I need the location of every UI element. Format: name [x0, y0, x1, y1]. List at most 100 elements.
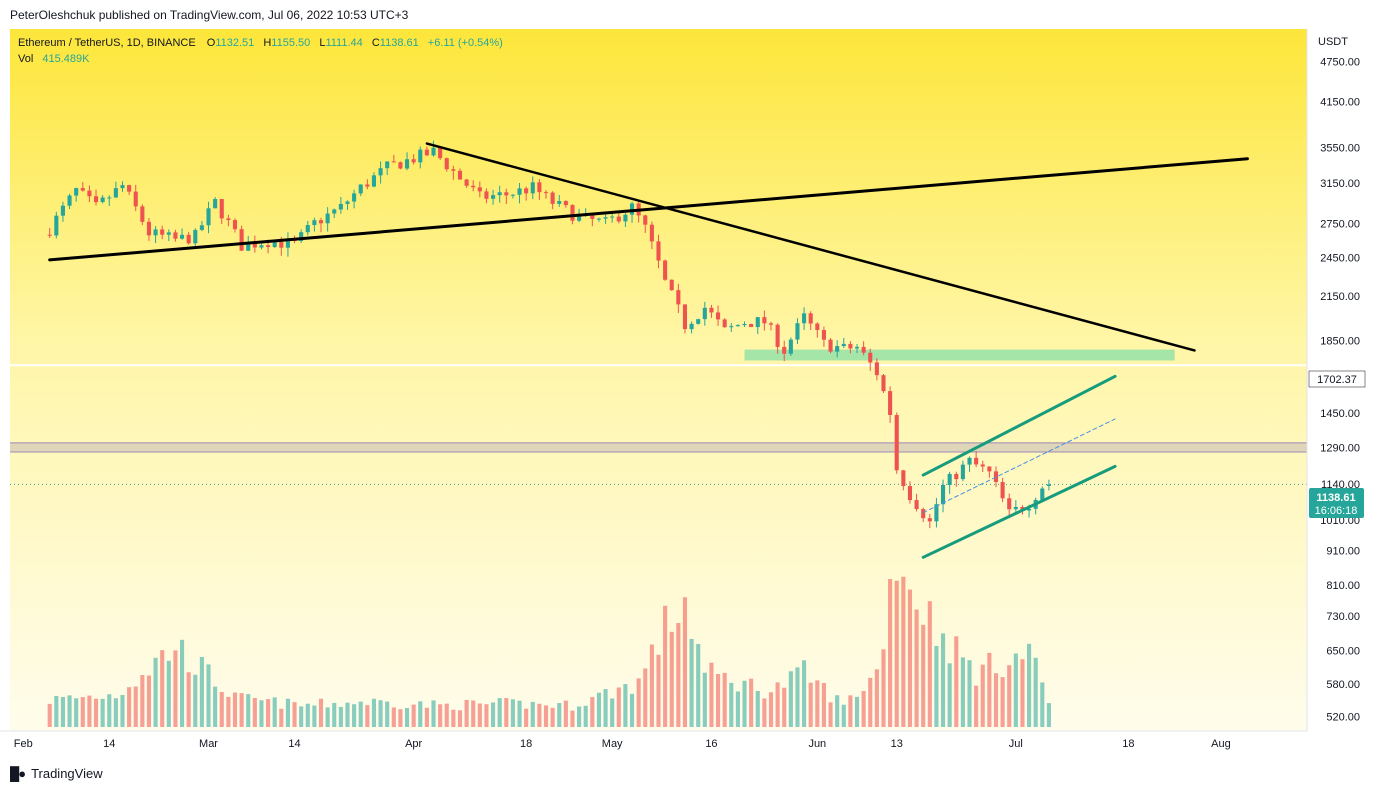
candle-body — [577, 215, 582, 221]
candle-body — [881, 375, 886, 392]
volume-bar — [682, 597, 688, 727]
candle-body — [358, 184, 363, 194]
candle-body — [457, 170, 463, 180]
price-tick: 2450.00 — [1320, 252, 1360, 264]
candle-body — [352, 193, 357, 202]
volume-bar — [835, 695, 840, 727]
candle-body — [332, 209, 337, 214]
volume-bar — [365, 705, 370, 727]
volume-bar — [947, 663, 952, 727]
candle-body — [729, 326, 734, 328]
tradingview-brand[interactable]: █● TradingView — [10, 766, 103, 781]
volume-bar — [279, 708, 284, 727]
candle-body — [166, 232, 171, 235]
volume-bar — [1027, 643, 1032, 727]
volume-bar — [1040, 682, 1045, 727]
candle-body — [1000, 482, 1005, 499]
candle-body — [914, 500, 919, 510]
candle-body — [239, 229, 244, 251]
volume-bar — [921, 624, 926, 727]
candle-body — [54, 215, 59, 236]
volume-bar — [199, 657, 204, 727]
volume-bar — [252, 697, 257, 727]
volume-bar — [616, 687, 621, 727]
candle-body — [590, 213, 595, 219]
volume-bar — [762, 698, 767, 727]
candle-body — [967, 457, 972, 465]
volume-bar — [735, 691, 740, 727]
volume-bar — [656, 654, 661, 727]
candle-body — [1007, 498, 1012, 510]
volume-bar — [371, 698, 377, 727]
volume-bar — [537, 703, 542, 727]
candle-body — [345, 201, 350, 204]
candle-body — [504, 192, 509, 196]
volume-bar — [623, 684, 628, 727]
volume-bar — [186, 672, 191, 727]
descending-trendline — [425, 142, 1196, 352]
volume-bar — [166, 660, 171, 727]
price-tick: 2150.00 — [1320, 291, 1360, 303]
volume-bar — [87, 695, 92, 727]
price-tick: 520.00 — [1326, 711, 1360, 723]
candle-body — [312, 220, 317, 226]
candle-body — [398, 162, 403, 169]
volume-bar — [497, 698, 502, 727]
candle-body — [610, 216, 615, 218]
volume-bar — [332, 702, 337, 727]
candle-body — [775, 324, 780, 347]
candle-body — [411, 159, 416, 163]
volume-bar — [577, 706, 582, 727]
candle-body — [477, 187, 482, 192]
volume-bar — [775, 682, 780, 727]
volume-bar — [219, 692, 224, 727]
volume-bar — [696, 643, 701, 727]
price-tick: 4750.00 — [1320, 56, 1360, 68]
time-tick: Jul — [1009, 738, 1023, 750]
volume-bar — [239, 693, 244, 727]
volume-bar — [213, 686, 218, 727]
volume-bar — [550, 707, 555, 727]
volume-bar — [676, 623, 681, 727]
price-tick: 1850.00 — [1320, 336, 1360, 348]
resistance-band — [10, 442, 1307, 453]
time-tick: 14 — [288, 738, 300, 750]
brand-label: TradingView — [31, 766, 103, 781]
volume-bar — [246, 694, 251, 727]
volume-bar — [67, 695, 72, 727]
volume-bar — [318, 698, 324, 727]
candle-body — [828, 339, 833, 352]
candle-body — [530, 182, 535, 194]
volume-bar — [643, 668, 648, 727]
candle-body — [378, 168, 383, 176]
candle-body — [213, 199, 218, 209]
candle-body — [325, 213, 330, 224]
candle-body — [100, 197, 105, 203]
candle-body — [861, 346, 866, 353]
volume-bar — [543, 705, 549, 727]
candle-body — [232, 220, 238, 230]
volume-bar — [477, 703, 482, 727]
candle-body — [901, 470, 906, 487]
level-label-box — [1308, 370, 1366, 388]
candle-body — [279, 241, 284, 248]
candle-body — [762, 317, 767, 324]
time-tick: May — [602, 738, 623, 750]
volume-bar — [504, 698, 509, 727]
volume-bar — [464, 699, 469, 727]
volume-bar — [861, 690, 866, 727]
candle-body — [219, 199, 224, 219]
volume-bar — [828, 702, 833, 727]
volume-bar — [808, 682, 813, 727]
drawings[interactable] — [48, 142, 1249, 559]
time-axis[interactable] — [0, 731, 1307, 755]
candle-body — [782, 346, 787, 354]
svg-text:Vol 415.489K: Vol 415.489K — [18, 53, 90, 65]
volume-bar — [517, 700, 522, 727]
volume-bar — [987, 652, 992, 727]
current-price-label: 1138.61 — [1316, 492, 1355, 504]
volume-bar — [974, 685, 979, 727]
price-tick: 810.00 — [1326, 580, 1360, 592]
candle-body — [173, 232, 178, 239]
